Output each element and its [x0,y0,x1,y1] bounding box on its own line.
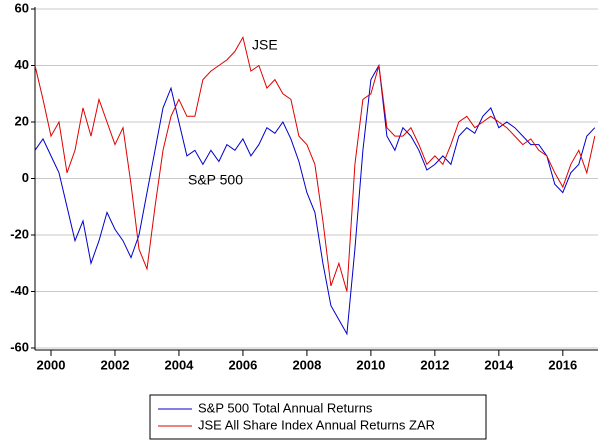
legend-label: JSE All Share Index Annual Returns ZAR [198,417,435,432]
annotation: JSE [252,37,278,53]
y-tick-label: -20 [10,226,29,241]
y-tick-label: -60 [10,339,29,354]
annotation: S&P 500 [188,172,243,188]
y-tick-label: -40 [10,283,29,298]
legend-label: S&P 500 Total Annual Returns [198,400,373,415]
x-tick-label: 2016 [548,357,577,372]
y-tick-label: 40 [15,57,29,72]
x-tick-label: 2006 [228,357,257,372]
line-series [34,63,596,336]
y-tick-label: 60 [15,0,29,15]
y-tick-label: 20 [15,113,29,128]
x-tick-label: 2012 [420,357,449,372]
x-tick-label: 2014 [484,357,514,372]
line-series [34,35,596,292]
x-tick-label: 2004 [164,357,194,372]
legend-box [149,394,487,440]
x-tick-label: 2002 [101,357,130,372]
x-tick-label: 2010 [356,357,385,372]
y-tick-label: 0 [22,170,29,185]
x-tick-label: 2008 [292,357,321,372]
x-tick-label: 2000 [37,357,66,372]
